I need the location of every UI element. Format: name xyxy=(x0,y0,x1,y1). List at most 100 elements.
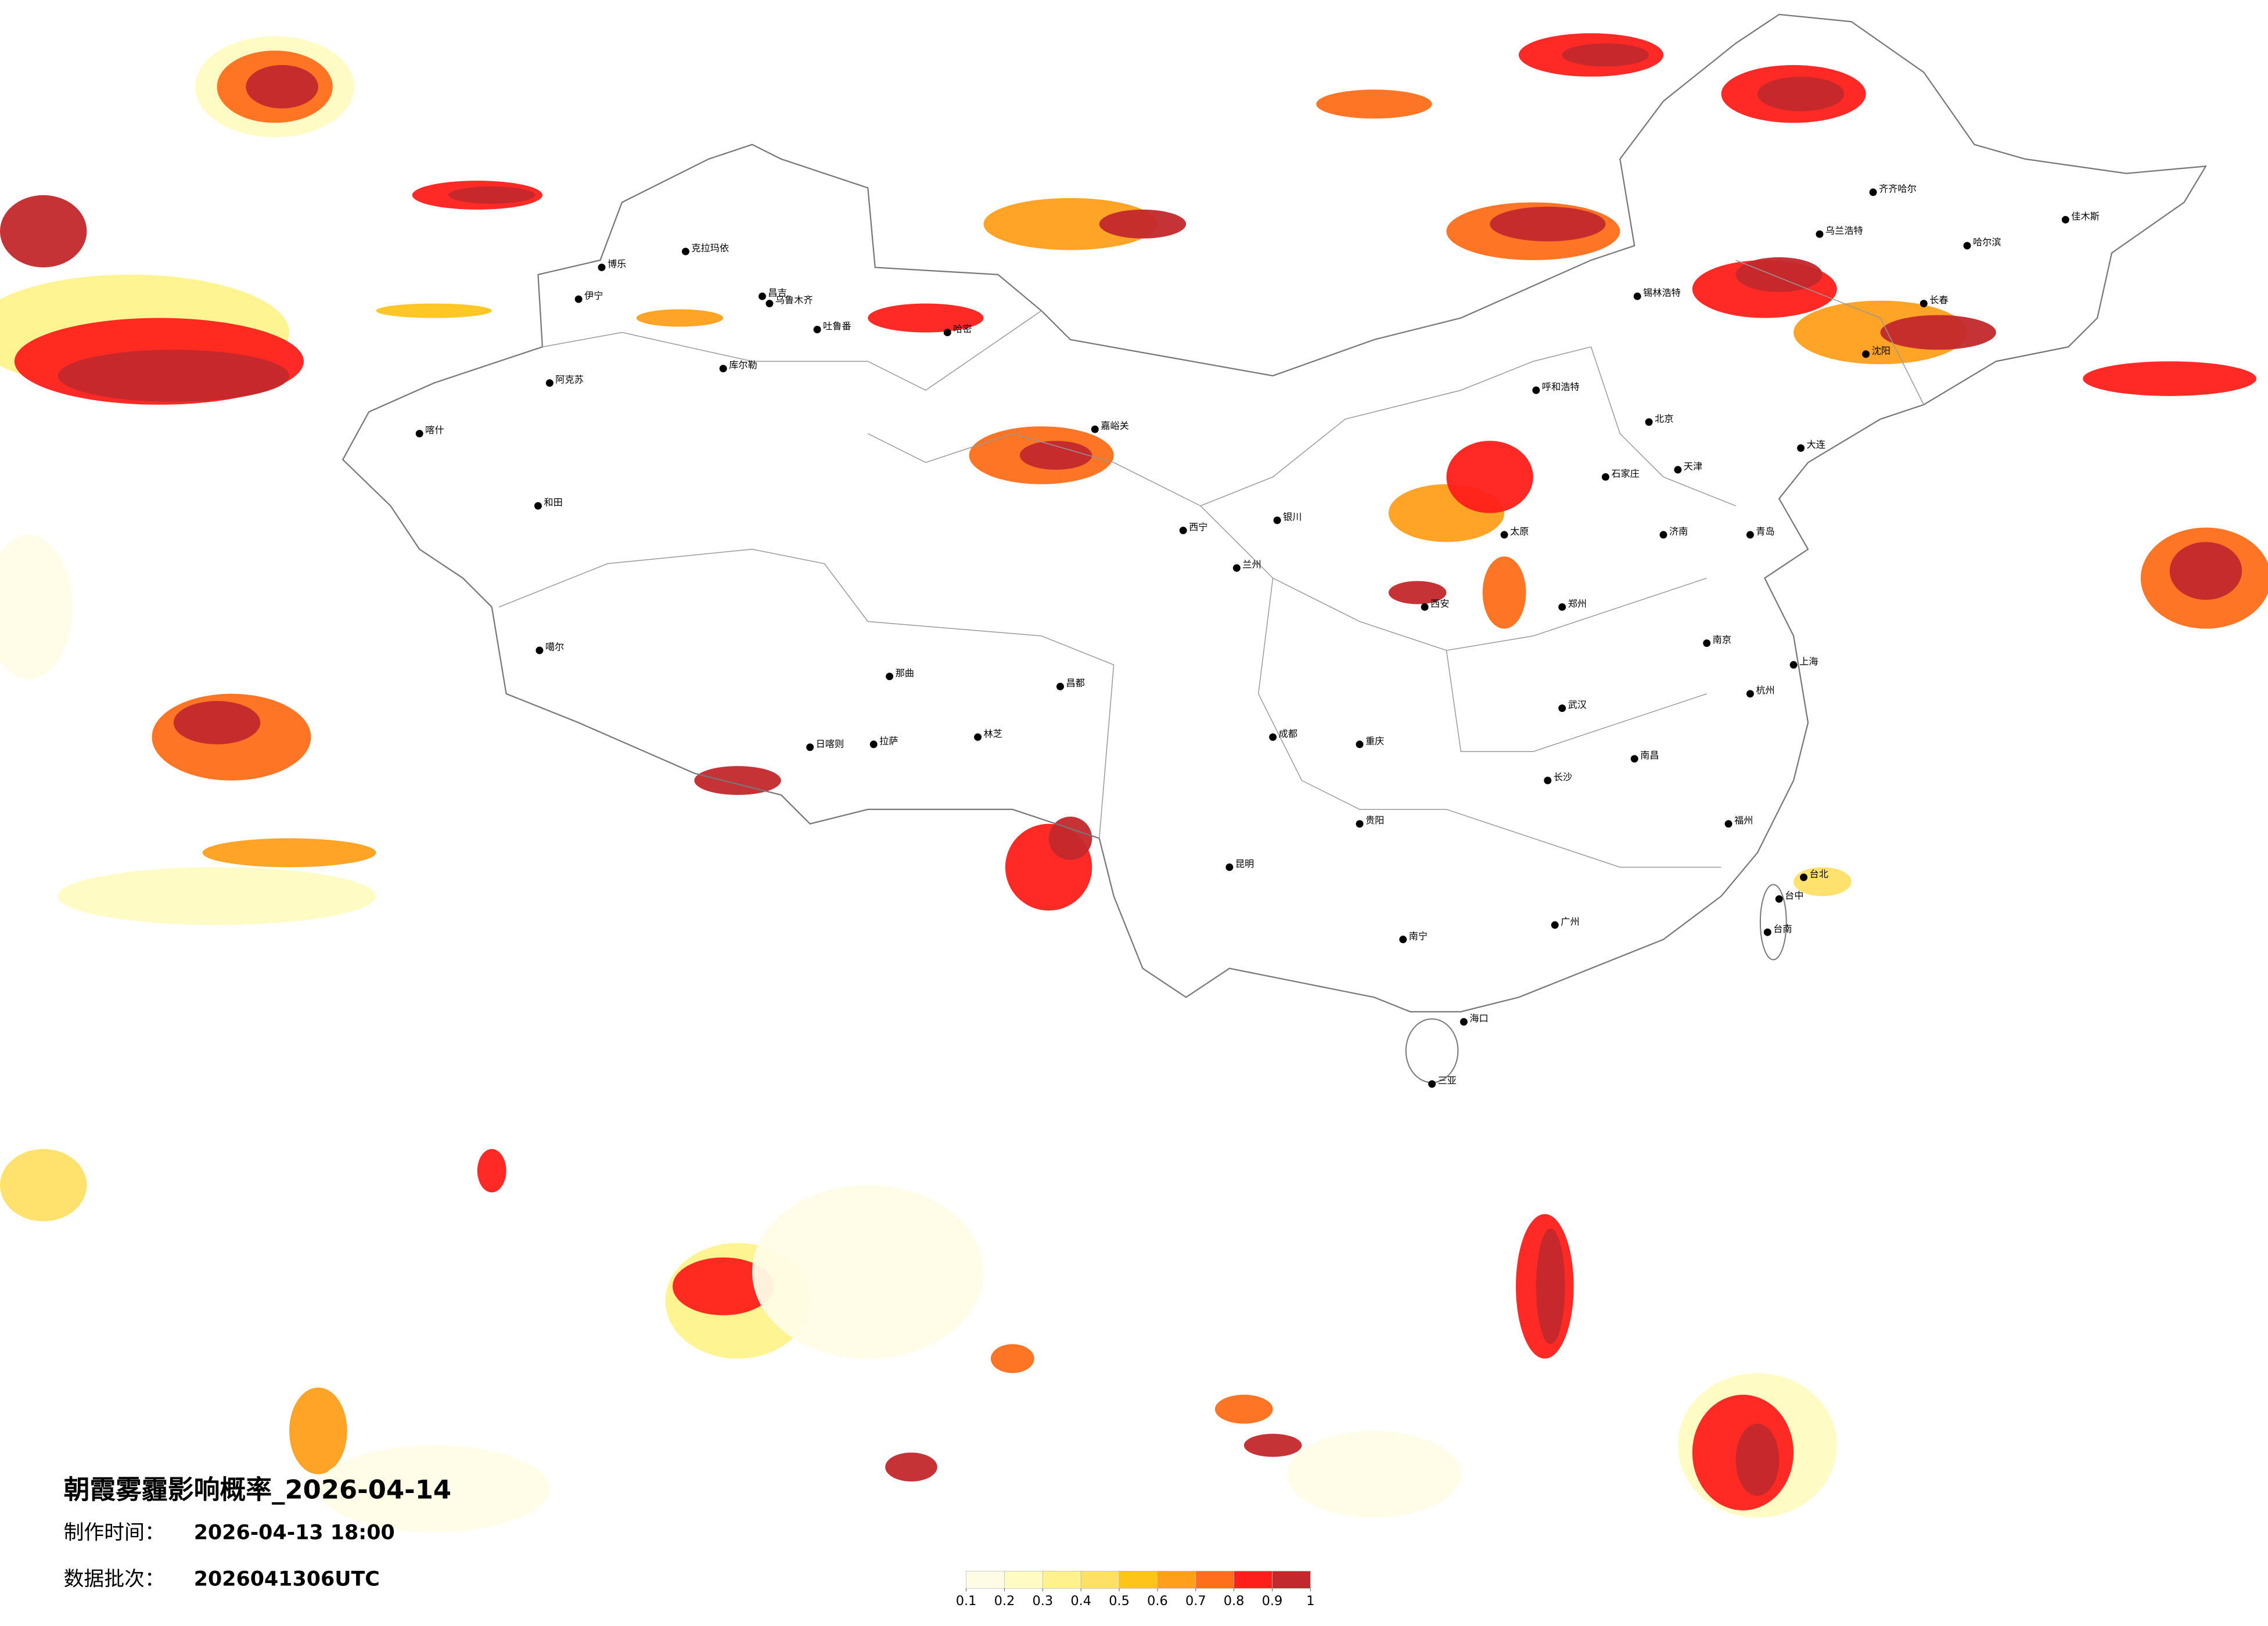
probability-patch xyxy=(202,838,376,868)
city-label: 昌都 xyxy=(1066,678,1084,689)
city-label: 三亚 xyxy=(1437,1075,1456,1086)
city-label: 上海 xyxy=(1799,656,1818,667)
probability-patch xyxy=(1388,581,1447,605)
city-dot xyxy=(1601,473,1609,481)
city-label: 克拉玛依 xyxy=(691,243,729,254)
city-dot xyxy=(1724,820,1733,828)
city-label: 贵阳 xyxy=(1365,815,1384,826)
city-dot xyxy=(534,502,542,510)
legend-tick-label: 0.2 xyxy=(994,1593,1015,1609)
city-label: 广州 xyxy=(1561,916,1579,927)
city-label: 锡林浩特 xyxy=(1643,287,1681,298)
city-label: 台北 xyxy=(1810,868,1828,879)
probability-patch xyxy=(1243,1433,1302,1457)
probability-patch xyxy=(885,1452,937,1482)
probability-patch xyxy=(448,186,535,204)
city-dot xyxy=(1703,639,1711,647)
probability-patch xyxy=(57,350,290,402)
country-border xyxy=(342,13,2208,1013)
city-label: 南宁 xyxy=(1409,930,1428,941)
legend-swatch xyxy=(1272,1571,1311,1589)
city-dot xyxy=(1816,230,1824,238)
legend-tick-label: 0.6 xyxy=(1147,1593,1168,1609)
legend: 0.1 0.2 0.3 0.4 0.5 0.6 0.7 0.8 0.9 1 xyxy=(956,1571,1314,1609)
city-dot xyxy=(719,365,727,373)
city-dot xyxy=(545,379,553,387)
city-label: 和田 xyxy=(544,497,562,508)
probability-patch xyxy=(1793,867,1852,897)
city-label: 青岛 xyxy=(1756,526,1774,537)
city-label: 南昌 xyxy=(1640,750,1659,761)
city-dot xyxy=(574,295,583,303)
map-title: 朝霞雾霾影响概率_2026-04-14 xyxy=(64,1474,452,1505)
probability-patch xyxy=(694,766,781,795)
city-dot xyxy=(1797,444,1805,452)
city-dot xyxy=(1273,516,1281,524)
city-dot xyxy=(1532,386,1540,394)
city-label: 昆明 xyxy=(1235,858,1254,869)
city-dot xyxy=(1269,733,1277,741)
city-label: 重庆 xyxy=(1365,735,1384,746)
city-dot xyxy=(1633,292,1641,300)
city-dot xyxy=(1746,531,1754,539)
probability-patch xyxy=(2083,361,2257,396)
city-label: 哈密 xyxy=(953,323,972,334)
legend-swatch xyxy=(1234,1571,1273,1589)
probability-patch xyxy=(57,867,376,925)
city-label: 哈尔滨 xyxy=(1973,237,2001,248)
city-dot xyxy=(1920,300,1928,308)
probability-patch xyxy=(477,1149,506,1193)
city-label: 噶尔 xyxy=(545,642,564,653)
city-label: 伊宁 xyxy=(584,290,603,301)
city-dot xyxy=(943,328,951,336)
legend-swatch xyxy=(1004,1571,1043,1589)
probability-patch xyxy=(1536,1228,1565,1344)
taiwan xyxy=(1759,884,1787,961)
city-label: 郑州 xyxy=(1568,598,1587,609)
city-label: 台南 xyxy=(1773,923,1792,934)
city-dot xyxy=(1091,425,1099,433)
probability-patch xyxy=(1287,1431,1461,1518)
city-dot xyxy=(681,247,689,256)
city-dot xyxy=(1674,466,1682,474)
city-label: 大连 xyxy=(1807,439,1825,450)
legend-tick-label: 0.1 xyxy=(956,1593,977,1609)
city-dot xyxy=(1421,603,1429,611)
city-dot xyxy=(869,740,878,749)
probability-patch xyxy=(1019,441,1092,470)
city-dot xyxy=(1645,418,1653,426)
city-label: 成都 xyxy=(1279,728,1297,739)
city-dot xyxy=(1551,921,1559,929)
legend-tick-label: 0.3 xyxy=(1033,1593,1054,1609)
probability-patch xyxy=(1735,257,1823,292)
legend-tick-label: 0.7 xyxy=(1185,1593,1206,1609)
city-label: 乌兰浩特 xyxy=(1825,225,1863,236)
probability-patch xyxy=(983,197,1158,250)
probability-patch xyxy=(289,1387,347,1474)
legend-swatch xyxy=(1195,1571,1234,1589)
city-label: 武汉 xyxy=(1568,699,1587,710)
batch: 2026041306UTC xyxy=(194,1567,380,1591)
city-dot xyxy=(1746,690,1754,698)
city-label: 兰州 xyxy=(1242,559,1261,570)
city-dot xyxy=(2061,215,2069,224)
production-label: 制作时间： xyxy=(64,1521,165,1545)
probability-patch xyxy=(1490,206,1606,242)
city-label: 太原 xyxy=(1510,526,1529,537)
city-dot xyxy=(1225,863,1234,871)
city-dot xyxy=(1399,936,1407,944)
batch-label: 数据批次： xyxy=(64,1567,165,1591)
probability-patch xyxy=(752,1185,984,1359)
legend-tick-label: 0.5 xyxy=(1109,1593,1130,1609)
city-label: 阿克苏 xyxy=(555,374,584,385)
city-dot xyxy=(1460,1018,1468,1026)
city-label: 南京 xyxy=(1713,634,1731,645)
city-dot xyxy=(1179,526,1187,534)
city-dot xyxy=(1963,242,1971,250)
city-dot xyxy=(1558,603,1566,611)
probability-patch xyxy=(636,309,724,327)
city-dot xyxy=(1789,661,1798,669)
city-label: 银川 xyxy=(1283,512,1302,523)
